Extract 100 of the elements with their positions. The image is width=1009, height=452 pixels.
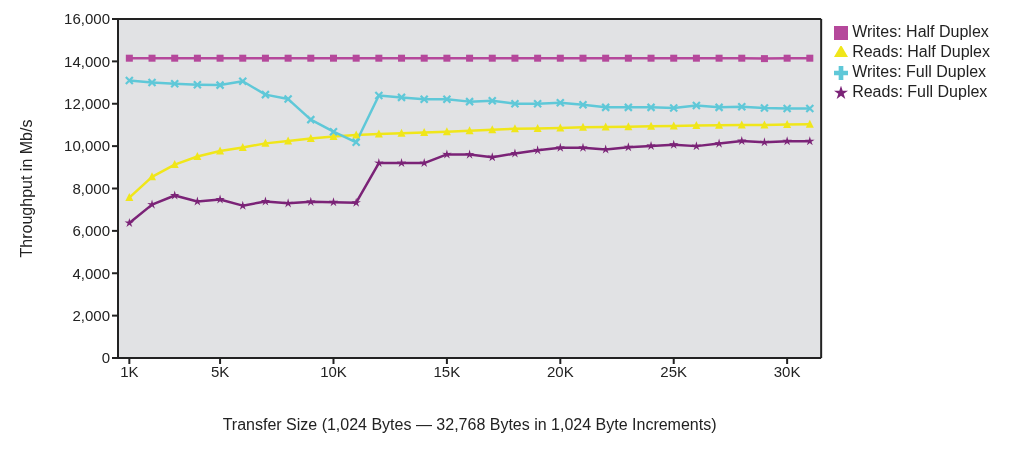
point <box>261 54 269 62</box>
point <box>374 129 383 138</box>
point <box>715 120 724 129</box>
point <box>532 145 543 155</box>
point <box>215 80 225 90</box>
point <box>760 55 768 63</box>
point <box>124 75 134 86</box>
point <box>691 100 701 111</box>
point <box>351 137 361 147</box>
x-tick-label: 25K <box>660 362 688 380</box>
point <box>533 99 543 109</box>
point <box>125 54 133 62</box>
y-tick-label: 16,000 <box>64 10 110 28</box>
point <box>284 136 293 145</box>
point <box>805 103 815 114</box>
point <box>783 120 792 129</box>
point <box>714 102 724 112</box>
x-axis-title: Transfer Size (1,024 Bytes — 32,768 Bytes in 1,024 Byte Increments) <box>222 416 717 433</box>
point <box>442 94 452 104</box>
point <box>351 197 361 207</box>
point <box>192 80 202 90</box>
y-tick-label: 14,000 <box>64 52 110 70</box>
point <box>691 141 702 151</box>
point <box>148 54 156 62</box>
point <box>738 54 746 62</box>
point <box>759 103 770 113</box>
point <box>624 54 632 62</box>
point <box>487 96 497 106</box>
point <box>307 54 315 62</box>
x-tick-label: 1K <box>120 362 139 380</box>
point <box>783 54 791 62</box>
point <box>692 121 701 130</box>
point <box>623 102 633 112</box>
point <box>328 127 339 137</box>
y-tick-label: 6,000 <box>72 222 110 240</box>
point <box>397 128 406 137</box>
point <box>488 54 496 62</box>
point <box>759 137 770 147</box>
point <box>464 97 475 107</box>
point <box>647 54 655 62</box>
point <box>465 126 474 135</box>
point <box>238 142 247 151</box>
x-tick-label: 10K <box>320 362 347 380</box>
point <box>125 193 134 202</box>
point <box>283 198 293 208</box>
point <box>624 122 633 131</box>
point <box>669 103 679 113</box>
point <box>374 90 384 101</box>
y-axis-title: Throughput in Mb/s <box>17 119 35 258</box>
point <box>623 142 634 152</box>
point <box>647 121 656 130</box>
point <box>578 122 587 131</box>
point <box>328 197 339 207</box>
point <box>443 54 451 62</box>
point <box>805 119 814 128</box>
point <box>283 94 293 104</box>
point <box>306 134 315 142</box>
point <box>602 54 610 62</box>
point <box>306 115 316 125</box>
point <box>374 158 384 168</box>
point <box>442 127 451 136</box>
point <box>193 54 201 62</box>
point <box>578 142 588 152</box>
point <box>668 139 679 149</box>
point <box>147 77 157 88</box>
point <box>555 98 565 108</box>
point <box>737 102 747 112</box>
point <box>556 54 564 62</box>
point <box>420 54 428 62</box>
point <box>646 102 656 112</box>
x-tick-label: 20K <box>546 362 574 380</box>
point <box>533 124 542 133</box>
x-tick-label: 5K <box>210 362 230 380</box>
point <box>238 76 248 86</box>
y-tick-label: 0 <box>101 349 110 367</box>
legend-label: Reads: Half Duplex <box>852 43 990 60</box>
point <box>260 196 271 206</box>
point <box>170 160 179 169</box>
point <box>284 54 292 62</box>
point <box>170 79 180 89</box>
point <box>806 54 814 62</box>
point <box>419 94 429 104</box>
point <box>398 54 406 62</box>
point <box>261 138 270 147</box>
point <box>260 90 271 100</box>
x-tick-label: 30K <box>773 362 801 380</box>
y-tick-label: 2,000 <box>72 306 110 324</box>
legend-label: Writes: Half Duplex <box>852 23 989 40</box>
legend-label: Writes: Full Duplex <box>852 63 987 80</box>
point <box>578 100 588 110</box>
point <box>464 149 475 159</box>
point <box>510 124 519 133</box>
point <box>510 99 520 109</box>
point <box>329 132 338 141</box>
point <box>306 196 316 206</box>
point <box>396 92 407 102</box>
point <box>420 128 429 137</box>
point <box>352 54 360 62</box>
point <box>239 54 247 62</box>
point <box>171 54 179 62</box>
